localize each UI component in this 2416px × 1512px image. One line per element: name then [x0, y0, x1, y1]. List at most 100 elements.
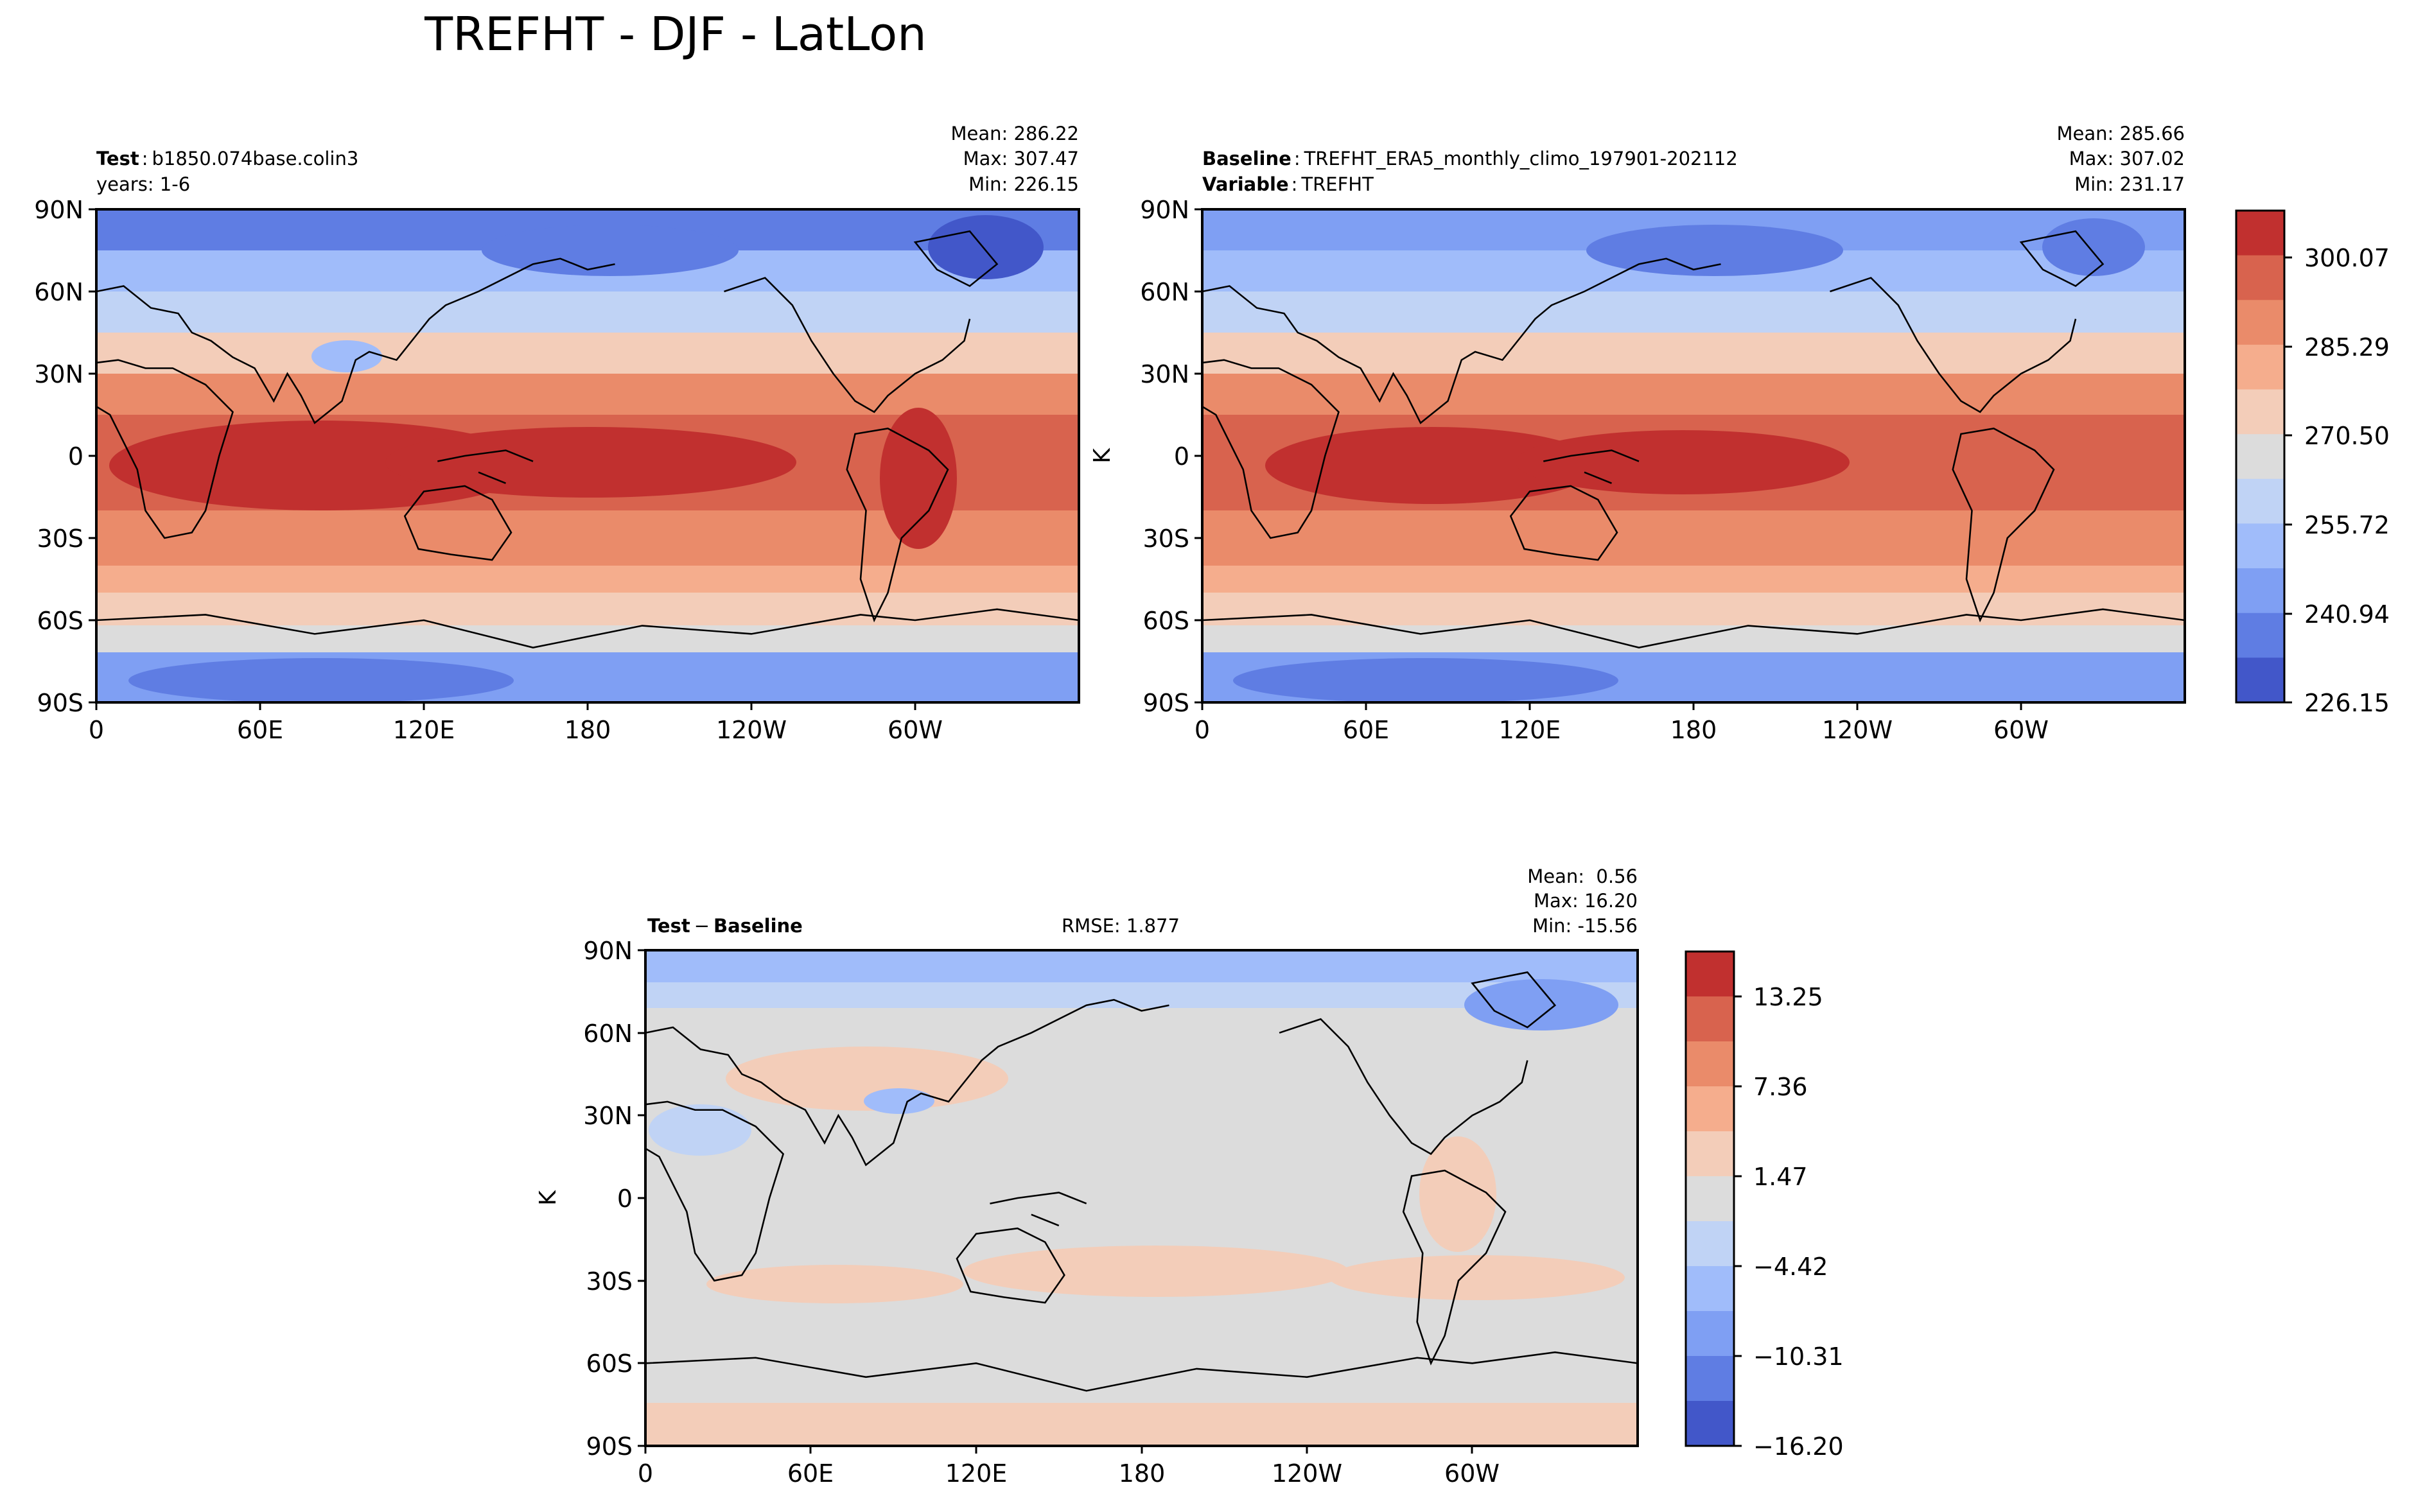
- diff-xtick-60w: 60W: [1444, 1459, 1500, 1488]
- test-xtick-0: 0: [89, 716, 104, 744]
- baseline-zone-n-sub: [1202, 374, 2185, 415]
- colorbar-absolute-tick-240-94: 240.94: [2304, 600, 2390, 629]
- test-label: Test: b1850.074base.colin3: [96, 148, 358, 169]
- diff-warm-s-america: [1419, 1136, 1496, 1252]
- diff-cold-sahara: [649, 1104, 751, 1156]
- test-xtick-180: 180: [565, 716, 611, 744]
- diff-cold-tibet: [864, 1088, 934, 1114]
- diff-antarctic-warm: [645, 1403, 1638, 1446]
- figure-title: TREFHT - DJF - LatLon: [424, 7, 927, 61]
- baseline-zone-s-ocean: [1202, 593, 2185, 625]
- baseline-coastlines: [1202, 230, 2185, 648]
- colorbar-difference-band-10: [1686, 952, 1734, 997]
- baseline-stat-mean: Mean: 285.66: [2057, 123, 2185, 144]
- diff-stat-mean: Mean: 0.56: [1527, 865, 1638, 887]
- baseline-units-label: K: [1089, 448, 1116, 464]
- baseline-xtick-60w: 60W: [1993, 716, 2049, 744]
- test-zone-n-mid1: [96, 291, 1079, 333]
- diff-y-axis: 90N 60N 30N 0 30S 60S 90S: [583, 937, 645, 1461]
- diff-warm-asia: [726, 1047, 1008, 1111]
- diff-label: Test − Baseline: [647, 915, 803, 937]
- diff-ytick-30s: 30S: [586, 1267, 633, 1296]
- test-map: [96, 209, 1079, 702]
- test-xtick-60w: 60W: [888, 716, 943, 744]
- colorbar-difference-tick-7-36: 7.36: [1753, 1073, 1808, 1101]
- baseline-map: [1202, 209, 2185, 702]
- baseline-zone-s-sub: [1202, 510, 2185, 566]
- test-zone-s-mid: [96, 566, 1079, 593]
- baseline-ytick-60n: 60N: [1140, 278, 1189, 306]
- colorbar-absolute-band-6: [2236, 389, 2284, 435]
- colorbar-absolute-tick-255-72: 255.72: [2304, 511, 2390, 539]
- diff-arctic-cold: [645, 950, 1638, 982]
- baseline-zone-n-mid1: [1202, 291, 2185, 333]
- colorbar-absolute-band-8: [2236, 300, 2284, 345]
- colorbar-difference-tick-neg-10-31: −10.31: [1753, 1343, 1844, 1371]
- colorbar-difference-tick-13-25: 13.25: [1753, 983, 1823, 1011]
- test-ytick-90n: 90N: [34, 196, 83, 224]
- test-xtick-60e: 60E: [237, 716, 283, 744]
- test-stat-mean: Mean: 286.22: [951, 123, 1079, 144]
- baseline-xtick-120e: 120E: [1499, 716, 1561, 744]
- diff-ytick-60n: 60N: [583, 1020, 633, 1048]
- colorbar-absolute-band-10: [2236, 211, 2284, 256]
- colorbar-difference-tick-neg-4-42: −4.42: [1753, 1253, 1828, 1281]
- baseline-warm-pool-indian: [1265, 427, 1599, 504]
- baseline-variable-bold: Variable: [1202, 173, 1289, 195]
- diff-xtick-0: 0: [638, 1459, 653, 1488]
- diff-rmse: RMSE: 1.877: [1062, 915, 1180, 937]
- baseline-xtick-60e: 60E: [1343, 716, 1389, 744]
- colorbar-difference-band-3: [1686, 1266, 1734, 1312]
- baseline-cold-antarctica: [1233, 658, 1618, 702]
- baseline-x-axis: 0 60E 120E 180 120W 60W: [1195, 702, 2049, 744]
- colorbar-absolute-frame: [2235, 209, 2286, 704]
- baseline-ytick-30s: 30S: [1143, 525, 1189, 553]
- colorbar-difference: 13.25 7.36 1.47 −4.42 −10.31 −16.20: [1685, 950, 1844, 1461]
- diff-ytick-0: 0: [617, 1185, 633, 1213]
- test-ytick-60n: 60N: [34, 278, 83, 306]
- baseline-cold-greenland: [2042, 218, 2145, 276]
- colorbar-difference-tick-neg-16-20: −16.20: [1753, 1432, 1844, 1461]
- test-zone-n-mid2: [96, 333, 1079, 374]
- diff-stat-max: Max: 16.20: [1534, 890, 1638, 912]
- baseline-ytick-90n: 90N: [1140, 196, 1189, 224]
- baseline-xtick-180: 180: [1670, 716, 1717, 744]
- diff-ytick-90s: 90S: [586, 1432, 633, 1461]
- baseline-stat-max: Max: 307.02: [2069, 148, 2185, 169]
- colorbar-difference-frame: [1685, 950, 1735, 1447]
- diff-label-bold: Test: [647, 915, 690, 937]
- baseline-stat-min: Min: 231.17: [2074, 173, 2185, 195]
- colorbar-absolute-tick-300-07: 300.07: [2304, 244, 2390, 272]
- colorbar-difference-tick-1-47: 1.47: [1753, 1163, 1808, 1191]
- diff-ytick-90n: 90N: [583, 937, 633, 965]
- colorbar-absolute-tick-285-29: 285.29: [2304, 333, 2390, 361]
- baseline-label: Baseline: TREFHT_ERA5_monthly_climo_19790…: [1202, 148, 1738, 169]
- baseline-label-bold: Baseline: [1202, 148, 1291, 169]
- test-cold-greenland: [928, 215, 1044, 279]
- colorbar-difference-band-1: [1686, 1356, 1734, 1402]
- colorbar-difference-band-4: [1686, 1221, 1734, 1267]
- baseline-variable: Variable: TREFHT: [1202, 173, 1374, 195]
- test-xtick-120w: 120W: [716, 716, 787, 744]
- colorbar-absolute-tick-226-15: 226.15: [2304, 689, 2390, 717]
- test-warm-south-america: [880, 408, 957, 549]
- diff-ytick-60s: 60S: [586, 1350, 633, 1378]
- diff-label-op: −: [694, 915, 710, 937]
- baseline-ytick-90s: 90S: [1143, 689, 1189, 717]
- diff-units-label: K: [535, 1190, 561, 1206]
- diff-label-bold2: Baseline: [713, 915, 803, 937]
- diff-xtick-120w: 120W: [1272, 1459, 1342, 1488]
- test-warm-pool-pacific: [385, 427, 796, 498]
- baseline-zone-n-mid2: [1202, 333, 2185, 374]
- test-cold-siberia: [482, 225, 739, 276]
- baseline-cold-siberia: [1586, 225, 1843, 276]
- baseline-xtick-0: 0: [1195, 716, 1210, 744]
- test-label-text: b1850.074base.colin3: [152, 148, 359, 169]
- baseline-y-axis: 90N 60N 30N 0 30S 60S 90S: [1140, 196, 1202, 717]
- test-cold-antarctica: [128, 658, 514, 702]
- diff-warm-s-pacific-2: [1329, 1255, 1625, 1300]
- diff-xtick-60e: 60E: [787, 1459, 834, 1488]
- test-panel: Test: b1850.074base.colin3 years: 1-6 Mea…: [34, 123, 1080, 744]
- test-zone-n-sub: [96, 374, 1079, 415]
- baseline-xtick-120w: 120W: [1822, 716, 1893, 744]
